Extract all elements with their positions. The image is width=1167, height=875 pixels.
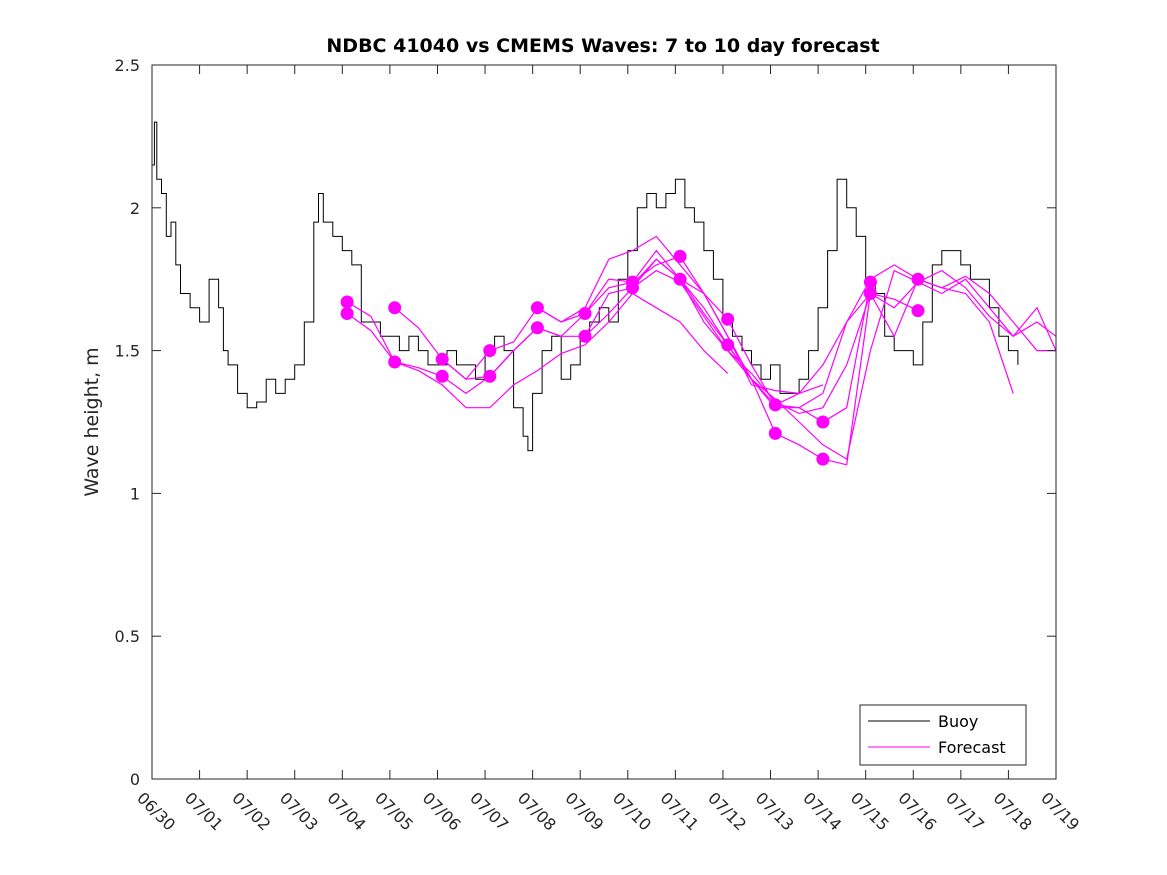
legend-forecast-label: Forecast (938, 738, 1006, 757)
plot-background (152, 65, 1056, 779)
y-axis-label: Wave height, m (81, 347, 103, 496)
forecast-start-point (340, 295, 354, 309)
forecast-start-point (530, 321, 544, 335)
forecast-start-point (911, 272, 925, 286)
y-tick-label: 2.5 (115, 56, 140, 75)
forecast-start-point (816, 415, 830, 429)
forecast-series-line-7 (632, 258, 1057, 415)
forecast-start-point (721, 312, 735, 326)
y-tick-label: 2 (130, 199, 140, 218)
forecast-start-point (578, 307, 592, 320)
forecast-series-line-2 (346, 292, 729, 409)
forecast-start-point (721, 338, 735, 352)
y-tick-label: 1.5 (115, 342, 140, 361)
axes-frame (151, 64, 1057, 780)
y-tick-label: 0.5 (115, 627, 140, 646)
forecast-series-line-6 (584, 269, 1057, 461)
forecast-start-point (816, 452, 830, 466)
forecast-start-point (435, 369, 449, 383)
y-tick-label: 0 (130, 770, 140, 789)
forecast-start-point (626, 281, 639, 295)
forecast-start-point (388, 301, 402, 315)
plot-area (152, 65, 1056, 779)
forecast-start-point (863, 287, 877, 300)
forecast-start-point (483, 369, 497, 383)
forecast-start-point (483, 344, 497, 358)
chart-title: NDBC 41040 vs CMEMS Waves: 7 to 10 day f… (326, 35, 879, 57)
y-tick-label: 1 (130, 484, 140, 503)
data-marks (152, 121, 1057, 466)
forecast-start-point (673, 249, 687, 263)
forecast-start-point (911, 304, 925, 318)
legend-box (859, 704, 1027, 766)
forecast-start-point (673, 272, 687, 286)
forecast-start-point (388, 355, 402, 369)
forecast-start-point (435, 352, 449, 366)
legend-buoy-label: Buoy (938, 712, 978, 731)
forecast-start-point (863, 275, 877, 289)
forecast-start-point (768, 398, 782, 412)
legend: Buoy Forecast (859, 704, 1027, 766)
buoy-series-line (152, 121, 1019, 452)
forecast-start-point (340, 307, 354, 320)
forecast-start-point (530, 301, 544, 315)
forecast-start-point (768, 426, 782, 440)
forecast-start-point (578, 329, 592, 343)
